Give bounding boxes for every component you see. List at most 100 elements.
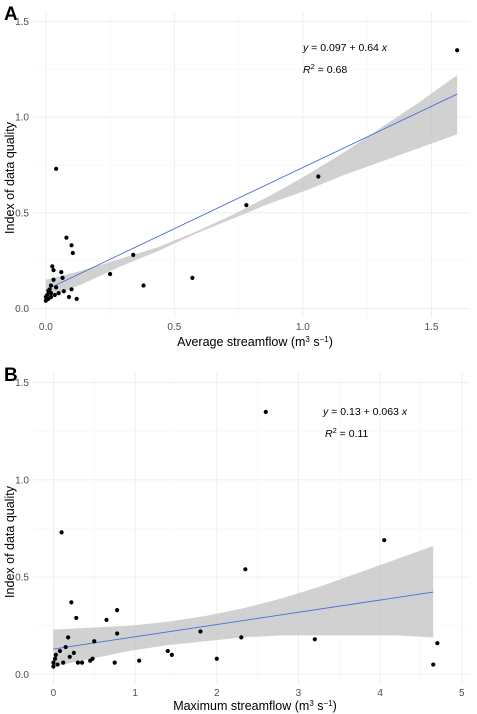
regression-line: [45, 93, 458, 291]
data-point: [70, 250, 75, 256]
x-tick-label: 5: [459, 688, 465, 699]
x-tick-label: 1.5: [424, 322, 438, 333]
data-point: [431, 662, 436, 667]
plot-area-b: 0 1 2 3 4 5 0.0 0.5 1.0 1.5: [15, 373, 470, 699]
chart-b-svg: B 0 1 2 3 4 5 0.0 0.5 1.0 1.5 Index of data quali…: [3, 365, 470, 714]
x-tick-label: 2: [214, 688, 220, 699]
data-point: [92, 639, 97, 644]
confidence-band: [53, 546, 434, 667]
data-point: [52, 292, 57, 298]
x-axis-title-a: Average streamflow (m3 s−1): [177, 335, 333, 350]
data-point: [104, 617, 109, 622]
equation-b: y = 0.13 + 0.063 x: [322, 406, 408, 418]
data-point: [69, 243, 74, 248]
data-point: [48, 283, 54, 288]
r-squared-a: R2 = 0.68: [303, 62, 347, 77]
data-point: [59, 270, 64, 275]
data-point: [51, 664, 56, 669]
regression-line: [53, 591, 434, 650]
data-point: [244, 203, 249, 208]
x-tick-label: 0: [51, 688, 57, 699]
data-point: [243, 567, 248, 572]
data-point: [47, 287, 52, 292]
data-point: [74, 615, 79, 621]
data-point: [61, 660, 66, 665]
data-point: [69, 287, 74, 292]
data-point: [71, 650, 76, 655]
data-point: [45, 292, 50, 298]
data-point: [312, 637, 317, 642]
data-point: [115, 608, 120, 613]
panel-letter-b: B: [4, 365, 18, 386]
panel-letter-a: A: [4, 4, 18, 25]
x-tick-label: 0.0: [39, 322, 53, 333]
data-point: [90, 656, 95, 661]
data-point: [115, 631, 120, 636]
data-point: [50, 264, 55, 269]
data-point: [169, 652, 174, 657]
r-squared-b: R2 = 0.11: [325, 426, 369, 441]
y-tick-label: 1.0: [15, 475, 29, 486]
equation-a: y = 0.097 + 0.64 x: [302, 42, 388, 54]
x-tick-label: 0.5: [167, 322, 181, 333]
y-tick-label: 1.5: [15, 378, 29, 389]
y-axis-title-a: Index of data quality: [3, 121, 17, 234]
y-tick-label: 1.0: [15, 113, 29, 124]
x-tick-label: 1.0: [296, 322, 310, 333]
y-tick-label: 0.5: [15, 208, 29, 219]
data-point: [51, 660, 56, 665]
data-point: [75, 660, 81, 665]
data-point: [66, 635, 71, 640]
data-point: [66, 294, 72, 300]
data-point: [198, 629, 203, 634]
data-point: [52, 656, 58, 661]
data-point: [56, 291, 61, 296]
data-point: [455, 48, 460, 53]
y-tick-label: 0.5: [15, 573, 29, 584]
y-tick-label: 0.0: [15, 304, 29, 315]
data-point: [64, 235, 69, 240]
x-tick-label: 4: [377, 688, 383, 699]
data-point: [263, 409, 268, 414]
data-point: [108, 271, 113, 277]
data-point: [165, 648, 170, 654]
data-point: [435, 641, 440, 646]
data-point: [51, 268, 56, 273]
data-point: [67, 654, 72, 659]
data-point: [74, 296, 79, 301]
data-point: [190, 275, 195, 280]
plot-area-a: 0.0 0.5 1.0 1.5 0.0 0.5 1.0 1.5: [15, 12, 470, 333]
data-point: [214, 656, 219, 661]
data-point: [54, 285, 59, 290]
data-point: [53, 652, 58, 657]
data-point: [316, 174, 321, 179]
y-axis-title-b: Index of data quality: [3, 485, 17, 598]
chart-a-svg: A 0.0 0.5 1.0 1.5 0.0 0.5 1.0 1.5 Index of data…: [3, 4, 470, 350]
confidence-band: [45, 75, 458, 299]
panel-a: A 0.0 0.5 1.0 1.5 0.0 0.5 1.0 1.5 Index of data…: [3, 4, 470, 350]
data-point: [61, 289, 66, 294]
data-point: [112, 660, 117, 665]
data-point: [131, 252, 136, 257]
data-point: [48, 291, 54, 296]
data-point: [141, 283, 146, 288]
data-point: [54, 166, 59, 171]
data-point: [51, 277, 56, 282]
x-tick-label: 1: [132, 688, 138, 699]
data-point: [69, 600, 74, 605]
panel-b: B 0 1 2 3 4 5 0.0 0.5 1.0 1.5 Index of data quali…: [0, 357, 477, 714]
data-point: [79, 660, 85, 665]
data-point: [137, 658, 142, 663]
x-tick-label: 3: [296, 688, 302, 699]
data-point: [59, 530, 64, 535]
y-tick-label: 0.0: [15, 670, 29, 681]
data-point: [382, 538, 387, 543]
data-point: [55, 662, 60, 667]
data-point: [63, 644, 68, 650]
y-tick-label: 1.5: [15, 17, 29, 28]
data-point: [57, 648, 63, 654]
data-point: [48, 294, 54, 300]
x-axis-title-b: Maximum streamflow (m3 s−1): [173, 699, 337, 714]
data-point: [239, 635, 244, 640]
data-point: [60, 275, 65, 280]
